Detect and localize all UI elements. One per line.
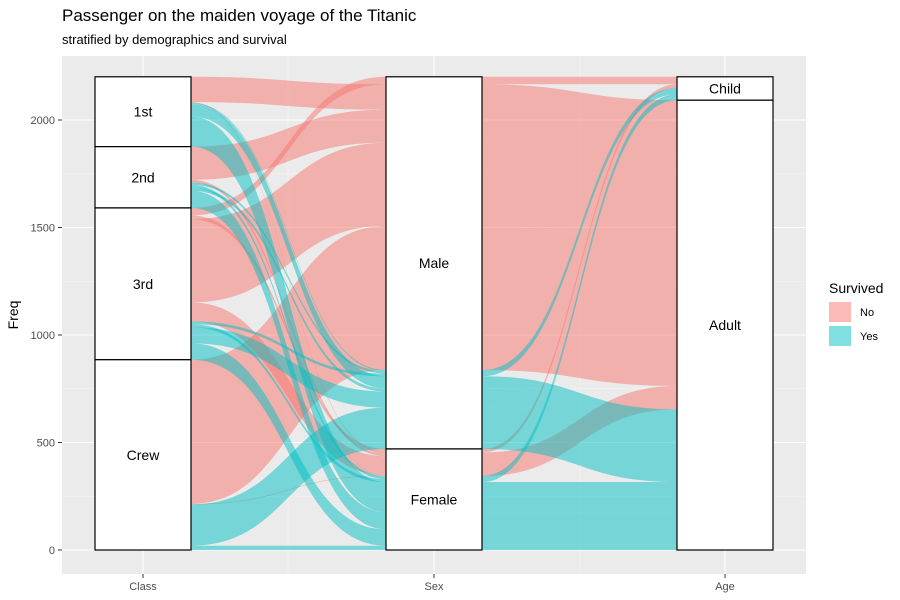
legend-swatch-yes — [829, 326, 851, 346]
flow-ribbon — [482, 94, 677, 480]
stratum-label-3rd: 3rd — [133, 276, 153, 292]
flow-ribbon — [482, 376, 677, 422]
y-tick-label: 1500 — [31, 223, 55, 235]
stratum-label-2nd: 2nd — [131, 169, 154, 185]
legend-label-yes: Yes — [860, 331, 878, 343]
flow-ribbon — [482, 407, 677, 483]
flow-ribbon — [191, 104, 386, 389]
flow-ribbon — [191, 142, 386, 303]
flow-ribbon — [482, 142, 677, 242]
stratum-label-crew: Crew — [127, 447, 161, 463]
stratum-box-crew — [94, 359, 192, 551]
stratum-label-adult: Adult — [709, 317, 741, 333]
y-tick-label: 2000 — [31, 115, 55, 127]
flow-ribbon — [482, 109, 677, 159]
flow-ribbon — [482, 388, 677, 425]
flow-ribbon — [191, 182, 386, 374]
y-tick-label: 0 — [49, 545, 55, 557]
flow-ribbon — [191, 343, 386, 546]
legend-swatch-no — [829, 302, 851, 322]
flow-ribbon — [482, 91, 677, 377]
flow-ribbon — [482, 84, 677, 126]
x-tick-label: Class — [129, 581, 157, 593]
flow-ribbon — [191, 324, 386, 483]
stratum-label-female: Female — [411, 491, 458, 507]
stratum-box-male — [385, 76, 483, 450]
stratum-box-female — [385, 448, 483, 551]
stratum-box-2nd — [94, 146, 192, 209]
stratum-box-1st — [94, 76, 192, 148]
y-axis-title: Freq — [5, 301, 21, 330]
stratum-label-child: Child — [709, 81, 741, 97]
flow-ribbon — [482, 87, 677, 372]
x-tick-label: Sex — [425, 581, 444, 593]
legend-title: Survived — [829, 280, 883, 296]
flows — [191, 76, 677, 550]
flow-ribbon — [191, 103, 386, 372]
flow-ribbon — [482, 97, 677, 483]
flow-ribbon — [482, 94, 677, 477]
flow-ribbon — [482, 512, 677, 530]
stratum-box-3rd — [94, 207, 192, 361]
stratum-label-male: Male — [419, 255, 450, 271]
y-axis: 0 500 1000 1500 2000 — [31, 115, 62, 557]
flow-ribbon — [482, 76, 677, 85]
flow-ribbon — [191, 184, 386, 480]
flow-ribbon — [191, 545, 386, 550]
stratum-label-1st: 1st — [134, 104, 153, 120]
flow-ribbon — [191, 116, 386, 513]
flow-ribbon — [191, 407, 386, 546]
flow-ribbon — [482, 391, 677, 441]
strata: 1st 2nd 3rd Crew Male Female Child Adult — [94, 76, 774, 551]
chart-title: Passenger on the maiden voyage of the Ti… — [62, 6, 417, 25]
x-axis: Class Sex Age — [129, 574, 735, 593]
y-tick-label: 500 — [37, 438, 55, 450]
flow-ribbon — [191, 187, 386, 392]
flow-ribbon — [191, 190, 386, 530]
flow-ribbon — [191, 302, 386, 476]
flow-ribbon — [482, 482, 677, 513]
flow-ribbon — [191, 76, 386, 110]
legend: Survived No Yes — [829, 280, 883, 346]
flow-ribbon — [482, 545, 677, 550]
x-tick-label: Age — [715, 581, 735, 593]
flow-ribbon — [482, 529, 677, 546]
chart-subtitle: stratified by demographics and survival — [62, 32, 287, 47]
flow-ribbon — [482, 89, 677, 374]
stratum-box-adult — [676, 99, 774, 551]
flow-ribbon — [191, 321, 386, 377]
legend-label-no: No — [860, 307, 874, 319]
y-tick-label: 1000 — [31, 330, 55, 342]
